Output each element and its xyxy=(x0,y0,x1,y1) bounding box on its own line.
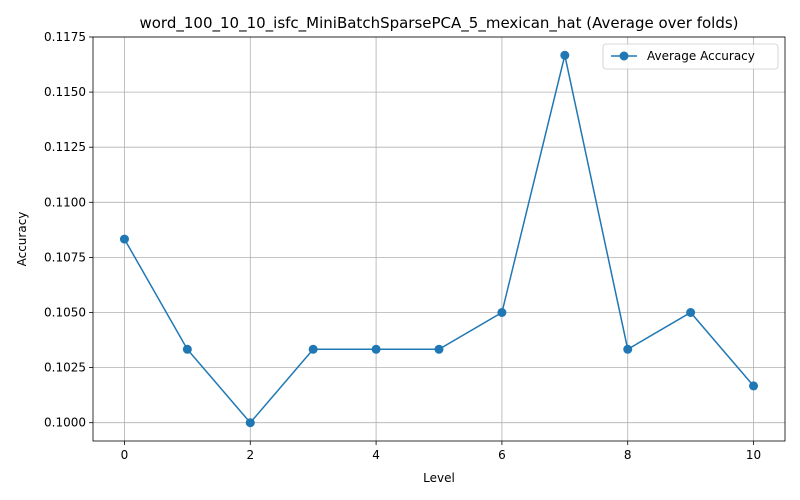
data-point xyxy=(560,50,570,60)
x-tick-label: 2 xyxy=(246,448,254,462)
legend: Average Accuracy xyxy=(602,43,779,70)
data-point xyxy=(308,344,318,354)
chart-title: word_100_10_10_isfc_MiniBatchSparsePCA_5… xyxy=(139,14,738,33)
data-point xyxy=(686,308,696,318)
data-point xyxy=(434,344,444,354)
x-tick-label: 6 xyxy=(498,448,506,462)
axis-ticks: 0 2 4 6 8 10 0.1000 0.1025 0.1050 0.1075 0.1100 0.1… xyxy=(44,30,761,462)
legend-marker-swatch xyxy=(619,51,629,61)
y-tick-label: 0.1000 xyxy=(44,416,86,430)
data-point xyxy=(371,344,381,354)
grid xyxy=(93,36,785,441)
y-tick-label: 0.1075 xyxy=(44,250,86,264)
data-point xyxy=(497,308,507,318)
data-point xyxy=(623,344,633,354)
legend-box xyxy=(602,43,779,70)
y-tick-label: 0.1050 xyxy=(44,306,86,320)
y-tick-label: 0.1125 xyxy=(44,140,86,154)
y-tick-label: 0.1175 xyxy=(44,30,86,44)
x-tick-label: 4 xyxy=(372,448,380,462)
y-tick-label: 0.1150 xyxy=(44,85,86,99)
data-point xyxy=(749,381,759,391)
plot-frame xyxy=(92,36,786,442)
data-point xyxy=(119,234,129,244)
x-tick-label: 8 xyxy=(624,448,632,462)
data-point xyxy=(182,344,192,354)
legend-label: Average Accuracy xyxy=(647,49,755,63)
x-tick-label: 10 xyxy=(746,448,761,462)
y-axis-label: Accuracy xyxy=(15,212,29,267)
series-layer xyxy=(119,50,759,428)
data-point xyxy=(245,418,255,428)
x-tick-label: 0 xyxy=(121,448,129,462)
y-tick-label: 0.1100 xyxy=(44,195,86,209)
x-axis-label: Level xyxy=(423,471,455,485)
y-tick-label: 0.1025 xyxy=(44,361,86,375)
